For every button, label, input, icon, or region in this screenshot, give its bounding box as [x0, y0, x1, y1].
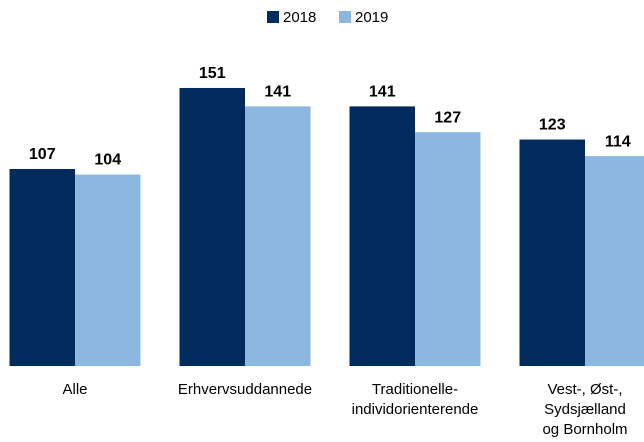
- legend-label: 2019: [355, 9, 388, 26]
- value-label: 123: [539, 117, 566, 134]
- bar: [519, 139, 585, 366]
- value-label: 151: [199, 65, 226, 82]
- legend-swatch: [267, 11, 279, 23]
- value-label: 141: [369, 84, 396, 101]
- x-tick-label: Traditionelle-individorienterende: [352, 381, 479, 418]
- bar: [245, 106, 311, 366]
- x-tick-label: Alle: [62, 381, 87, 398]
- x-tick-label: Vest-, Øst-, Sydsjælland og Bornholm: [542, 381, 627, 438]
- value-label: 127: [434, 109, 461, 126]
- bar: [415, 132, 481, 366]
- bar: [349, 106, 415, 366]
- bar: [9, 168, 75, 366]
- legend-label: 2018: [283, 9, 316, 26]
- value-label: 141: [264, 84, 291, 101]
- legend-swatch: [339, 11, 351, 23]
- x-tick-label: Erhvervsuddannede: [178, 381, 312, 398]
- value-label: 114: [605, 133, 631, 150]
- bar: [585, 156, 644, 366]
- value-label: 104: [94, 152, 121, 169]
- bar: [179, 87, 245, 366]
- bar: [75, 174, 141, 366]
- value-label: 107: [29, 146, 56, 163]
